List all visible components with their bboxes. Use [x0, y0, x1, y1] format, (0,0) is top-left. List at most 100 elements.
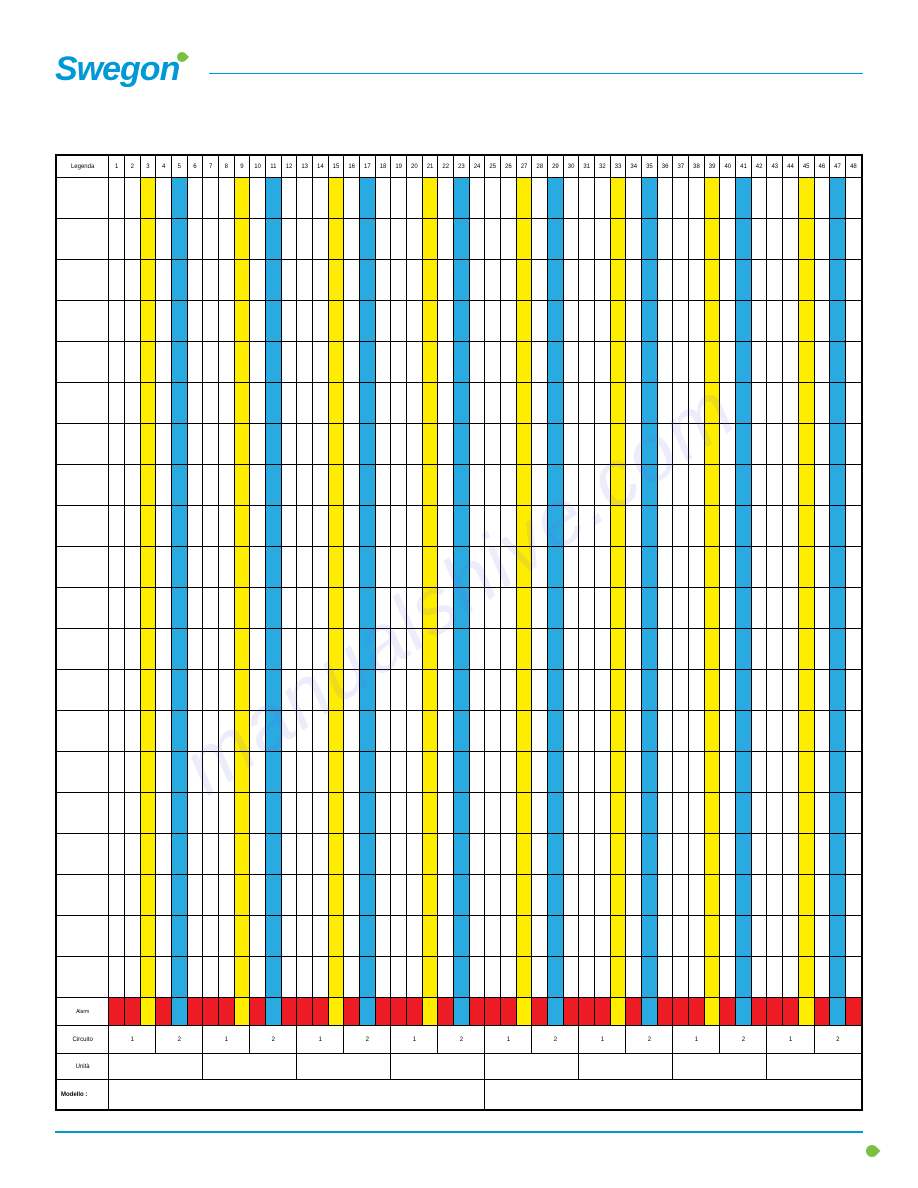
- table-cell: [595, 834, 611, 875]
- table-cell: [328, 711, 344, 752]
- table-cell: [626, 588, 642, 629]
- table-cell: [501, 629, 517, 670]
- table-cell: [109, 465, 125, 506]
- table-cell: [124, 506, 140, 547]
- table-cell: [563, 752, 579, 793]
- row-label: [57, 875, 109, 916]
- table-cell: [673, 301, 689, 342]
- table-cell: [689, 875, 705, 916]
- table-cell: [532, 588, 548, 629]
- table-cell: [140, 506, 156, 547]
- table-cell: [250, 711, 266, 752]
- table-cell: [579, 342, 595, 383]
- table-cell: [845, 301, 861, 342]
- table-cell: [485, 752, 501, 793]
- table-cell: [407, 506, 423, 547]
- table-cell: [360, 547, 376, 588]
- table-cell: [579, 301, 595, 342]
- table-cell: [344, 752, 360, 793]
- table-cell: [595, 547, 611, 588]
- table-cell: [595, 383, 611, 424]
- table-cell: [281, 711, 297, 752]
- alarm-cell: [704, 998, 720, 1026]
- table-cell: [689, 424, 705, 465]
- table-cell: [328, 465, 344, 506]
- table-cell: [124, 547, 140, 588]
- table-cell: [438, 465, 454, 506]
- table-cell: [187, 424, 203, 465]
- table-cell: [360, 875, 376, 916]
- table-cell: [438, 342, 454, 383]
- table-cell: [610, 178, 626, 219]
- table-cell: [344, 342, 360, 383]
- table-cell: [751, 178, 767, 219]
- alarm-cell: [218, 998, 234, 1026]
- table-cell: [673, 957, 689, 998]
- table-cell: [375, 670, 391, 711]
- table-cell: [595, 424, 611, 465]
- table-cell: [767, 260, 783, 301]
- circuit-cell: 2: [532, 1026, 579, 1054]
- table-cell: [187, 383, 203, 424]
- table-cell: [657, 793, 673, 834]
- table-cell: [830, 670, 846, 711]
- table-cell: [422, 875, 438, 916]
- col-header: 15: [328, 156, 344, 178]
- table-cell: [171, 834, 187, 875]
- col-header: 44: [783, 156, 799, 178]
- table-cell: [265, 178, 281, 219]
- table-cell: [109, 178, 125, 219]
- table-cell: [516, 752, 532, 793]
- table-cell: [360, 670, 376, 711]
- table-cell: [720, 301, 736, 342]
- table-cell: [328, 916, 344, 957]
- table-cell: [610, 342, 626, 383]
- table-cell: [407, 875, 423, 916]
- table-cell: [454, 670, 470, 711]
- table-cell: [140, 793, 156, 834]
- table-cell: [767, 219, 783, 260]
- table-cell: [218, 752, 234, 793]
- table-cell: [704, 629, 720, 670]
- col-header: 21: [422, 156, 438, 178]
- table-cell: [391, 834, 407, 875]
- table-cell: [751, 588, 767, 629]
- table-cell: [375, 301, 391, 342]
- table-cell: [548, 506, 564, 547]
- table-cell: [187, 629, 203, 670]
- table-cell: [532, 219, 548, 260]
- table-cell: [438, 793, 454, 834]
- table-cell: [532, 916, 548, 957]
- table-cell: [250, 178, 266, 219]
- table-cell: [344, 588, 360, 629]
- table-cell: [407, 424, 423, 465]
- table-cell: [391, 465, 407, 506]
- table-cell: [234, 629, 250, 670]
- col-header: 8: [218, 156, 234, 178]
- model-right: [485, 1080, 862, 1110]
- table-cell: [469, 793, 485, 834]
- table-cell: [532, 670, 548, 711]
- table-cell: [798, 506, 814, 547]
- table-cell: [171, 342, 187, 383]
- table-cell: [124, 834, 140, 875]
- table-cell: [344, 711, 360, 752]
- table-cell: [171, 424, 187, 465]
- table-cell: [720, 465, 736, 506]
- table-cell: [736, 588, 752, 629]
- table-cell: [156, 506, 172, 547]
- table-cell: [281, 916, 297, 957]
- table-cell: [783, 834, 799, 875]
- table-cell: [720, 875, 736, 916]
- table-cell: [234, 793, 250, 834]
- table-cell: [109, 957, 125, 998]
- table-cell: [798, 547, 814, 588]
- table-cell: [845, 670, 861, 711]
- table-cell: [454, 547, 470, 588]
- table-cell: [501, 342, 517, 383]
- table-cell: [391, 916, 407, 957]
- table-cell: [187, 793, 203, 834]
- table-cell: [281, 957, 297, 998]
- col-header: 47: [830, 156, 846, 178]
- table-cell: [281, 465, 297, 506]
